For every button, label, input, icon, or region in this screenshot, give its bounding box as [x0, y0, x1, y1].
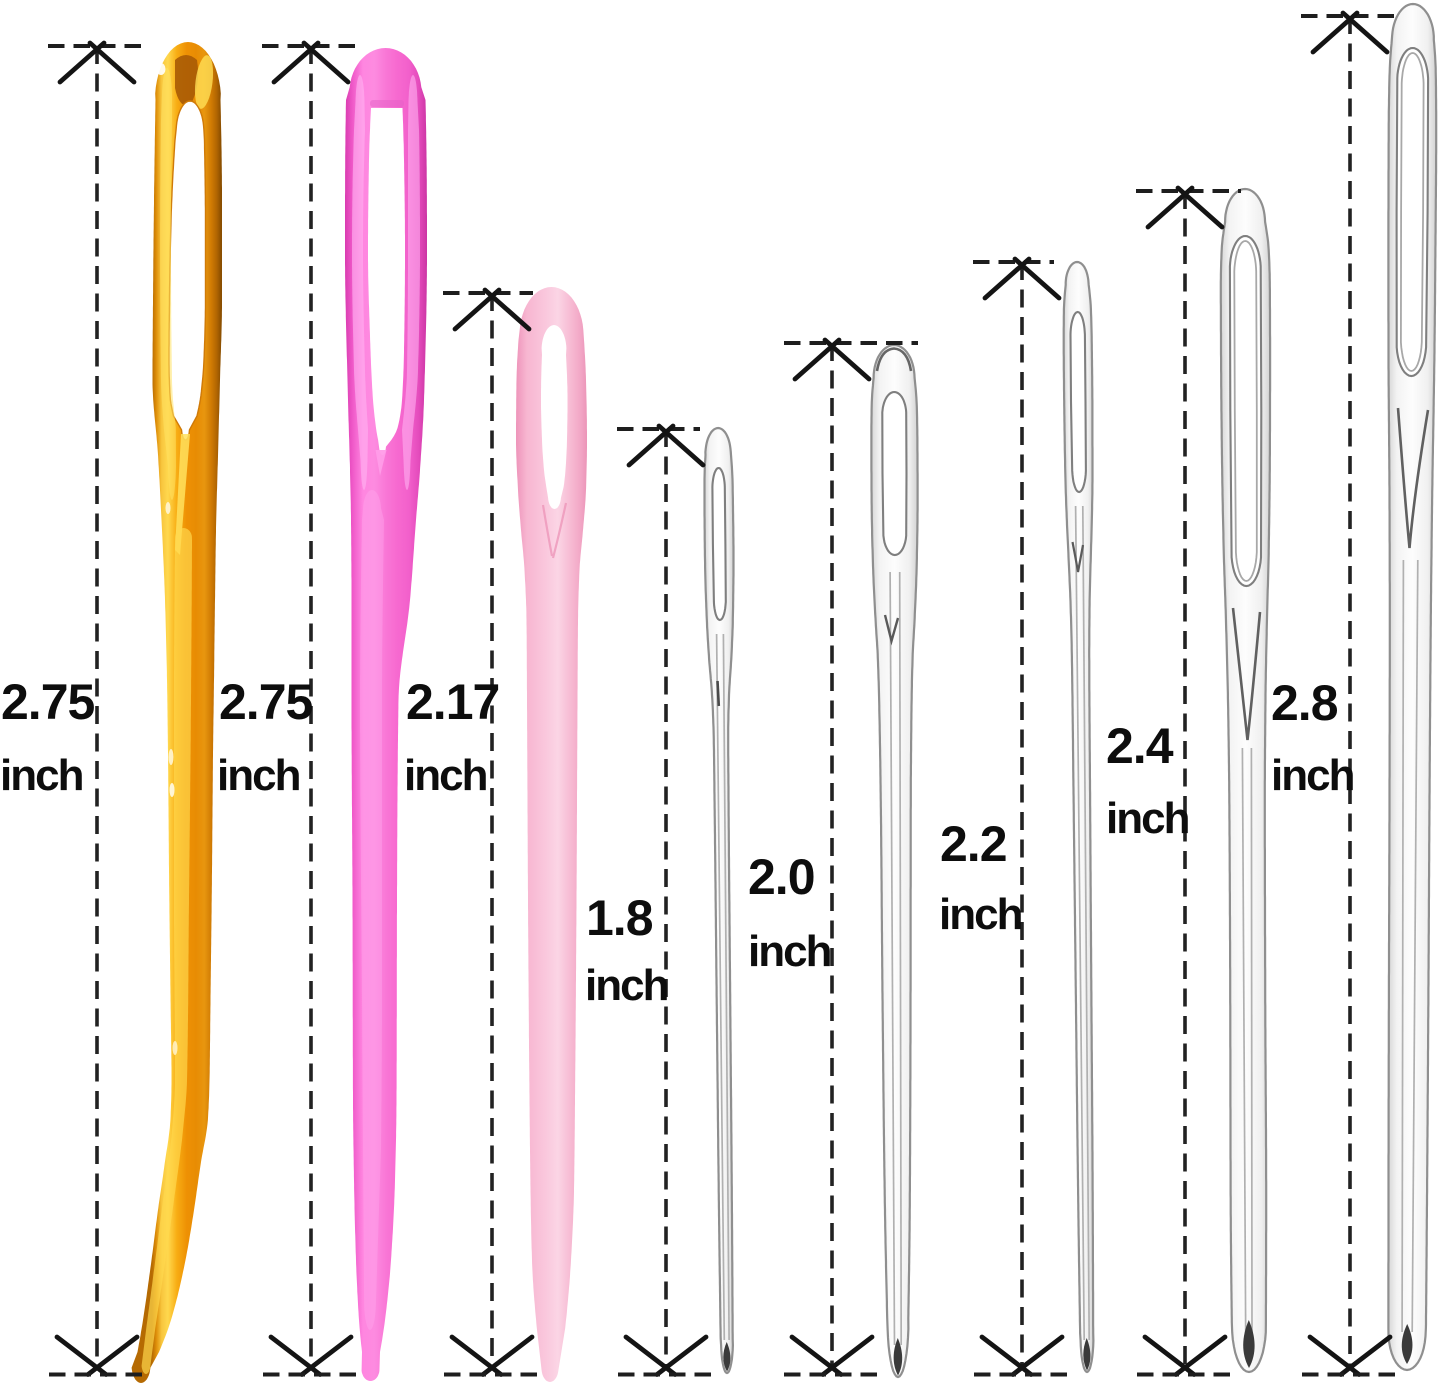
svg-text:inch: inch	[404, 751, 487, 800]
svg-text:2.75: 2.75	[1, 674, 95, 730]
svg-text:inch: inch	[1106, 794, 1189, 843]
svg-text:inch: inch	[748, 927, 831, 976]
svg-text:2.8: 2.8	[1271, 675, 1338, 731]
svg-text:inch: inch	[585, 961, 668, 1010]
svg-text:2.0: 2.0	[748, 849, 815, 905]
svg-text:inch: inch	[939, 890, 1022, 939]
svg-text:inch: inch	[1271, 751, 1354, 800]
svg-text:inch: inch	[217, 751, 300, 800]
svg-text:2.2: 2.2	[940, 816, 1007, 872]
svg-text:inch: inch	[0, 751, 83, 800]
svg-text:2.17: 2.17	[406, 674, 499, 730]
svg-text:1.8: 1.8	[586, 890, 653, 946]
svg-text:2.75: 2.75	[219, 674, 313, 730]
svg-text:2.4: 2.4	[1106, 718, 1174, 774]
